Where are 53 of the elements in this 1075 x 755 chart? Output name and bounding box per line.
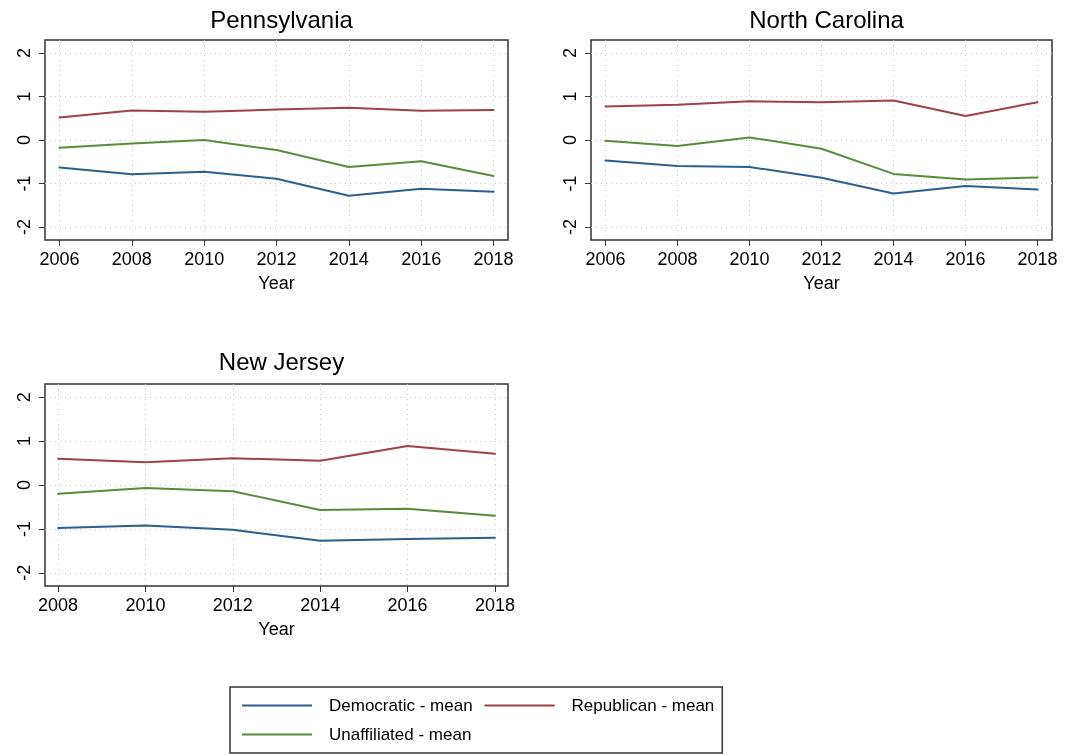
x-tick-label: 2008	[38, 595, 79, 615]
x-tick-label: 2010	[184, 249, 225, 269]
x-tick-label: 2014	[873, 249, 914, 269]
y-tick-label: -2	[14, 564, 34, 581]
chart-title: Pennsylvania	[210, 5, 354, 33]
y-tick-label: 2	[14, 48, 34, 59]
x-tick-label: 2008	[657, 249, 698, 269]
x-tick-label: 2006	[585, 249, 626, 269]
legend-label: Unaffiliated - mean	[329, 725, 472, 744]
x-tick-label: 2012	[256, 249, 297, 269]
x-tick-label: 2018	[473, 249, 514, 269]
x-tick-label: 2018	[1017, 249, 1058, 269]
legend-label: Republican - mean	[571, 696, 715, 715]
y-tick-label: 0	[14, 479, 34, 491]
x-tick-label: 2014	[328, 249, 369, 269]
y-tick-label: 2	[14, 392, 34, 403]
y-tick-label: -1	[560, 175, 580, 192]
y-tick-label: -2	[560, 218, 580, 235]
legend-label: Democratic - mean	[329, 696, 473, 715]
line-series	[57, 487, 496, 517]
x-tick-label: 2006	[39, 249, 80, 269]
x-tick-label: 2016	[387, 595, 428, 615]
x-tick-label: 2012	[212, 595, 253, 615]
x-axis-title: Year	[258, 619, 295, 639]
x-axis-title: Year	[258, 273, 295, 293]
y-tick-label: 1	[14, 91, 34, 102]
line-series	[58, 139, 495, 178]
line-series	[604, 99, 1039, 118]
y-tick-label: 0	[14, 134, 34, 146]
x-axis-title: Year	[803, 273, 840, 293]
y-tick-label: -2	[14, 218, 34, 235]
chart-title: North Carolina	[749, 5, 905, 33]
y-tick-label: 1	[560, 91, 580, 102]
x-tick-label: 2018	[474, 595, 515, 615]
x-tick-label: 2010	[125, 595, 166, 615]
line-series	[604, 159, 1039, 195]
line-series	[58, 166, 495, 197]
x-tick-label: 2008	[111, 249, 152, 269]
x-tick-label: 2014	[300, 595, 341, 615]
y-tick-label: -1	[14, 175, 34, 192]
line-series	[57, 444, 496, 464]
line-series	[57, 524, 496, 542]
line-series	[58, 106, 495, 119]
line-series	[604, 136, 1039, 181]
chart-title: New Jersey	[218, 347, 345, 375]
x-tick-label: 2016	[945, 249, 986, 269]
y-tick-label: 1	[14, 436, 34, 447]
x-tick-label: 2012	[801, 249, 842, 269]
y-tick-label: -1	[14, 520, 34, 537]
x-tick-label: 2010	[729, 249, 770, 269]
x-tick-label: 2016	[401, 249, 442, 269]
y-tick-label: 2	[560, 48, 580, 59]
y-tick-label: 0	[560, 134, 580, 146]
